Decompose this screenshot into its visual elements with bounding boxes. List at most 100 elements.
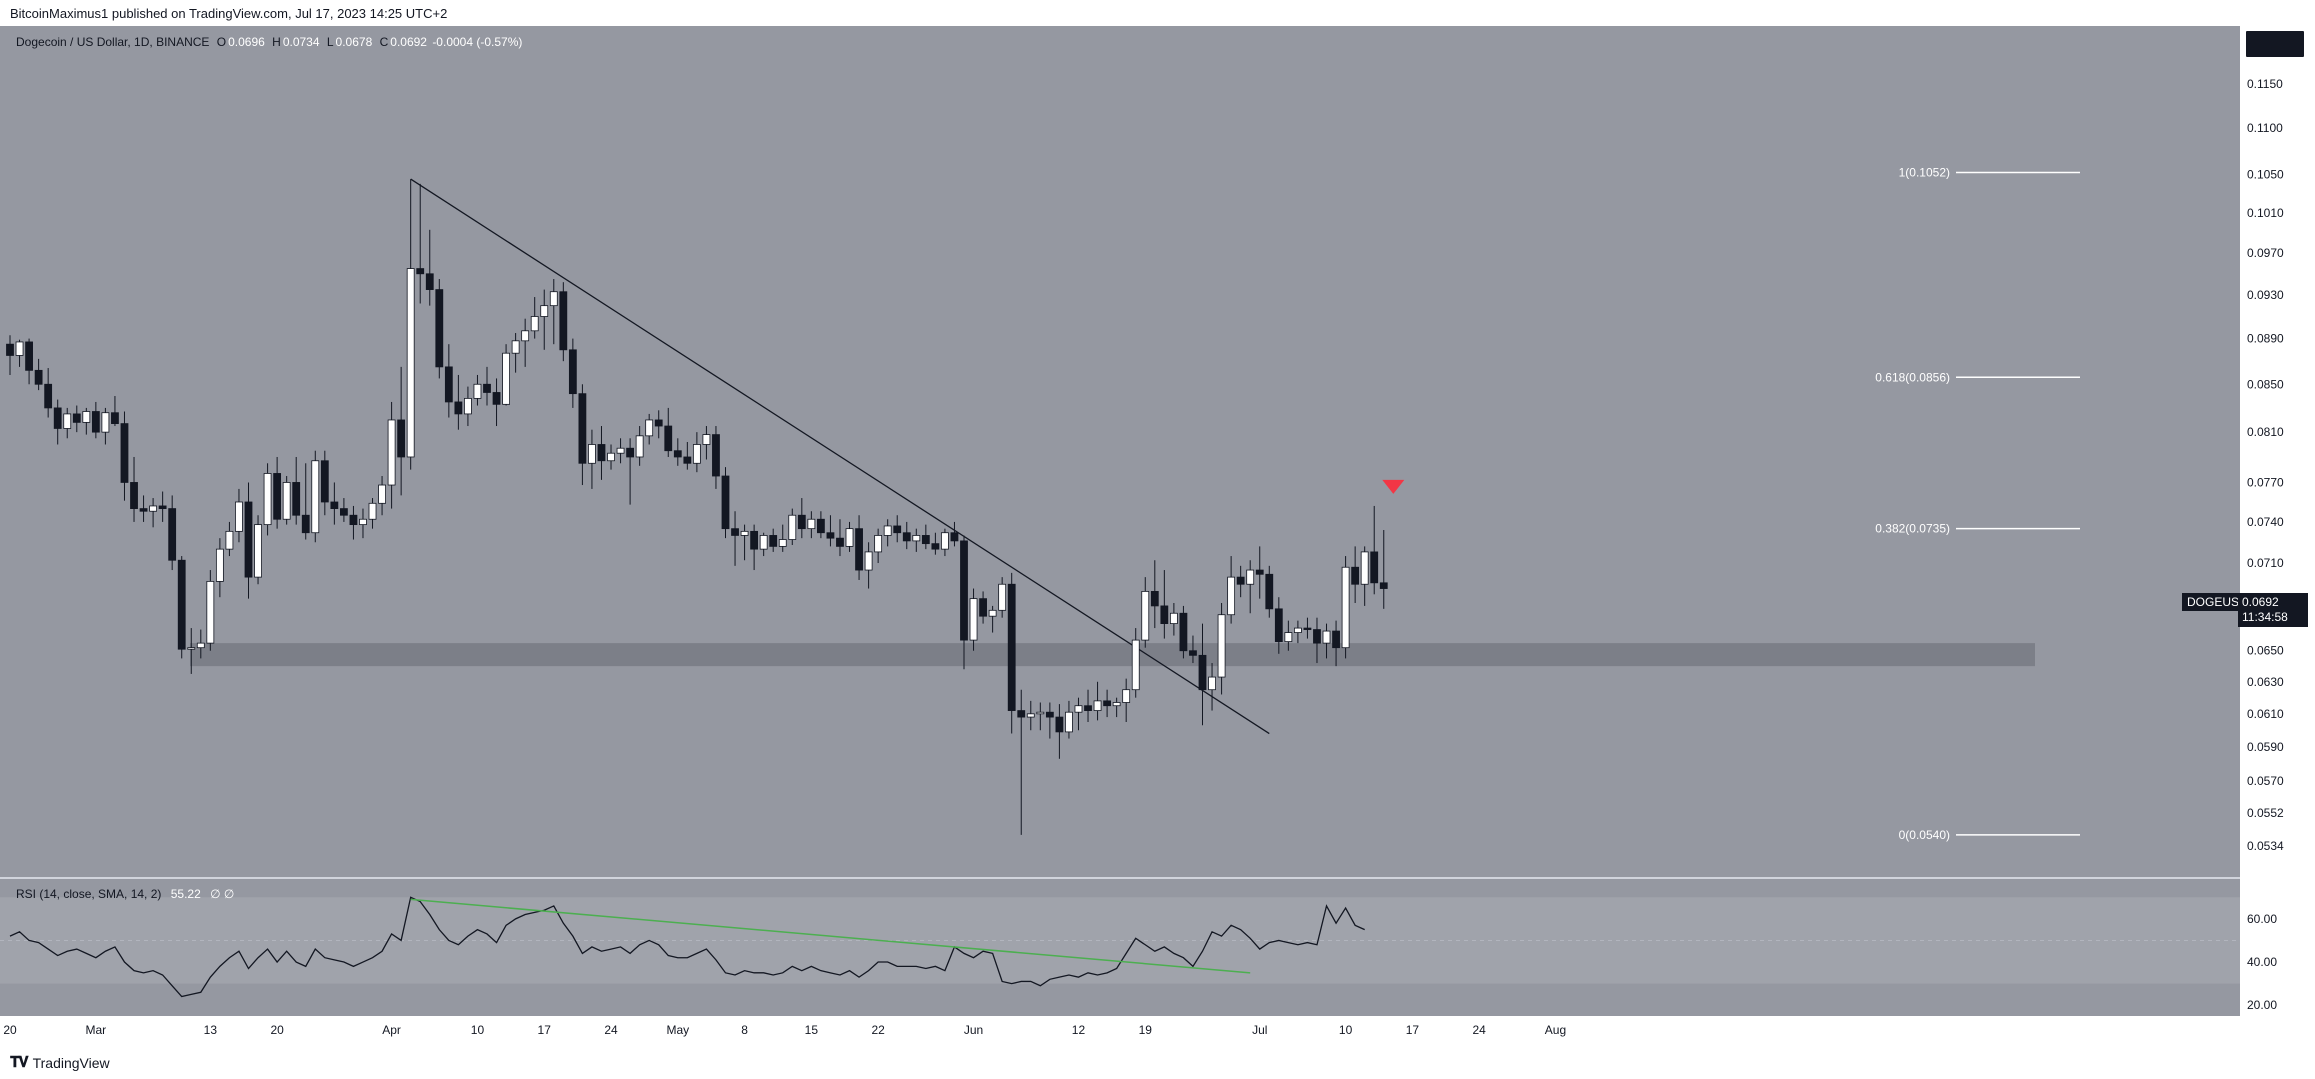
candle-body-55 (530, 316, 539, 332)
candle-body-50 (483, 383, 491, 393)
rsi-divergence-line (410, 898, 1251, 974)
candle-body-4 (44, 383, 53, 409)
candle-body-110 (1055, 716, 1064, 733)
candle-body-19 (187, 647, 196, 650)
plot-background (0, 26, 2240, 1016)
rsi-tick-0: 60.00 (2247, 912, 2277, 926)
candle-body-34 (330, 501, 339, 509)
candle-body-101 (969, 598, 978, 641)
candle-body-105 (1007, 583, 1016, 711)
candle-body-72 (692, 444, 701, 464)
candle-body-23 (225, 530, 234, 550)
candle-body-58 (559, 291, 568, 351)
candle-body-40 (387, 419, 396, 486)
candle-body-70 (673, 450, 682, 458)
symbol-price-tag: DOGEUSD (2182, 593, 2253, 611)
candle-body-111 (1065, 711, 1073, 733)
candle-body-137 (1313, 629, 1321, 644)
last-price-tag: 0.0692 11:34:58 (2238, 593, 2308, 627)
price-chart[interactable]: 1(0.1052) 0.618(0.0856) 0.382(0.0735) 0(0.0… (0, 0, 2315, 1048)
candle-body-124 (1189, 650, 1197, 656)
candle-body-76 (731, 528, 739, 536)
tradingview-logo[interactable]: 𝐓𝐕 TradingView (10, 1054, 110, 1071)
candle-body-80 (769, 535, 778, 547)
candle-body-64 (616, 447, 625, 454)
sell-signal-icon (1382, 479, 1405, 494)
candle-body-21 (206, 580, 215, 644)
fib-label-3: 0(0.0540) (1899, 828, 1950, 842)
candle-body-61 (588, 444, 596, 464)
candle-body-83 (797, 514, 806, 530)
time-tick-10: 15 (805, 1023, 819, 1037)
price-tick-5: 0.0970 (2247, 246, 2284, 260)
time-tick-16: 10 (1339, 1023, 1353, 1037)
price-tick-6: 0.0930 (2247, 288, 2284, 302)
candle-body-39 (378, 484, 386, 504)
price-tick-12: 0.0710 (2247, 556, 2284, 570)
publisher-text: BitcoinMaximus1 published on TradingView… (10, 6, 448, 21)
candle-body-116 (1112, 702, 1121, 707)
candle-body-68 (654, 419, 663, 427)
time-tick-12: Jun (964, 1023, 983, 1037)
candle-body-30 (292, 482, 301, 516)
candle-body-11 (111, 412, 119, 424)
candle-body-138 (1322, 630, 1331, 644)
candle-body-22 (215, 548, 224, 582)
bar-countdown: 11:34:58 (2242, 610, 2288, 624)
time-tick-19: Aug (1545, 1023, 1566, 1037)
candle-body-6 (63, 413, 72, 429)
fib-label-2: 0.382(0.0735) (1875, 522, 1950, 536)
candle-body-89 (855, 528, 863, 571)
candle-body-67 (645, 419, 654, 437)
rsi-tick-2: 20.00 (2247, 998, 2277, 1012)
candle-body-74 (712, 434, 720, 477)
candle-body-133 (1274, 608, 1283, 643)
time-tick-9: 8 (741, 1023, 748, 1037)
candle-body-122 (1169, 612, 1178, 625)
candle-body-123 (1179, 612, 1188, 652)
time-tick-6: 17 (538, 1023, 552, 1037)
candle-body-130 (1246, 569, 1255, 585)
candle-body-126 (1208, 676, 1216, 691)
candle-body-57 (549, 291, 558, 307)
price-axis-background (2240, 26, 2315, 1044)
candle-body-96 (921, 535, 930, 545)
candle-body-106 (1017, 710, 1026, 718)
price-tick-17: 0.0570 (2247, 774, 2284, 788)
candle-body-91 (874, 535, 883, 553)
candle-body-79 (759, 535, 768, 550)
candle-body-144 (1379, 582, 1388, 589)
price-tick-3: 0.1050 (2247, 167, 2284, 181)
price-tick-7: 0.0890 (2247, 332, 2284, 346)
candle-body-37 (359, 518, 367, 526)
candle-body-60 (578, 393, 587, 464)
candle-body-41 (397, 419, 406, 458)
candle-body-125 (1198, 654, 1207, 691)
candle-body-5 (53, 407, 62, 429)
candle-body-63 (607, 452, 615, 462)
candle-body-54 (521, 330, 530, 342)
candle-body-94 (902, 532, 911, 542)
price-scale-button[interactable] (2245, 30, 2305, 58)
candle-body-2 (25, 341, 33, 371)
candle-body-25 (244, 501, 253, 578)
candle-body-93 (893, 525, 902, 534)
candle-body-118 (1131, 639, 1140, 691)
time-axis-background (0, 1016, 2240, 1044)
candle-body-46 (444, 366, 453, 403)
price-tick-13: 0.0650 (2247, 644, 2284, 658)
candle-body-141 (1351, 566, 1360, 585)
candle-body-129 (1236, 576, 1245, 585)
candle-body-103 (988, 609, 997, 617)
rsi-extra: ∅ ∅ (210, 887, 235, 901)
candle-body-28 (273, 473, 282, 520)
candle-body-59 (568, 349, 577, 395)
candle-body-26 (254, 524, 262, 578)
close-value: 0.0692 (390, 35, 427, 49)
candle-body-47 (454, 401, 463, 415)
candle-body-66 (635, 435, 644, 458)
candle-body-134 (1284, 632, 1293, 643)
price-tick-19: 0.0534 (2247, 839, 2284, 853)
price-tick-14: 0.0630 (2247, 675, 2284, 689)
candle-body-65 (626, 447, 634, 458)
